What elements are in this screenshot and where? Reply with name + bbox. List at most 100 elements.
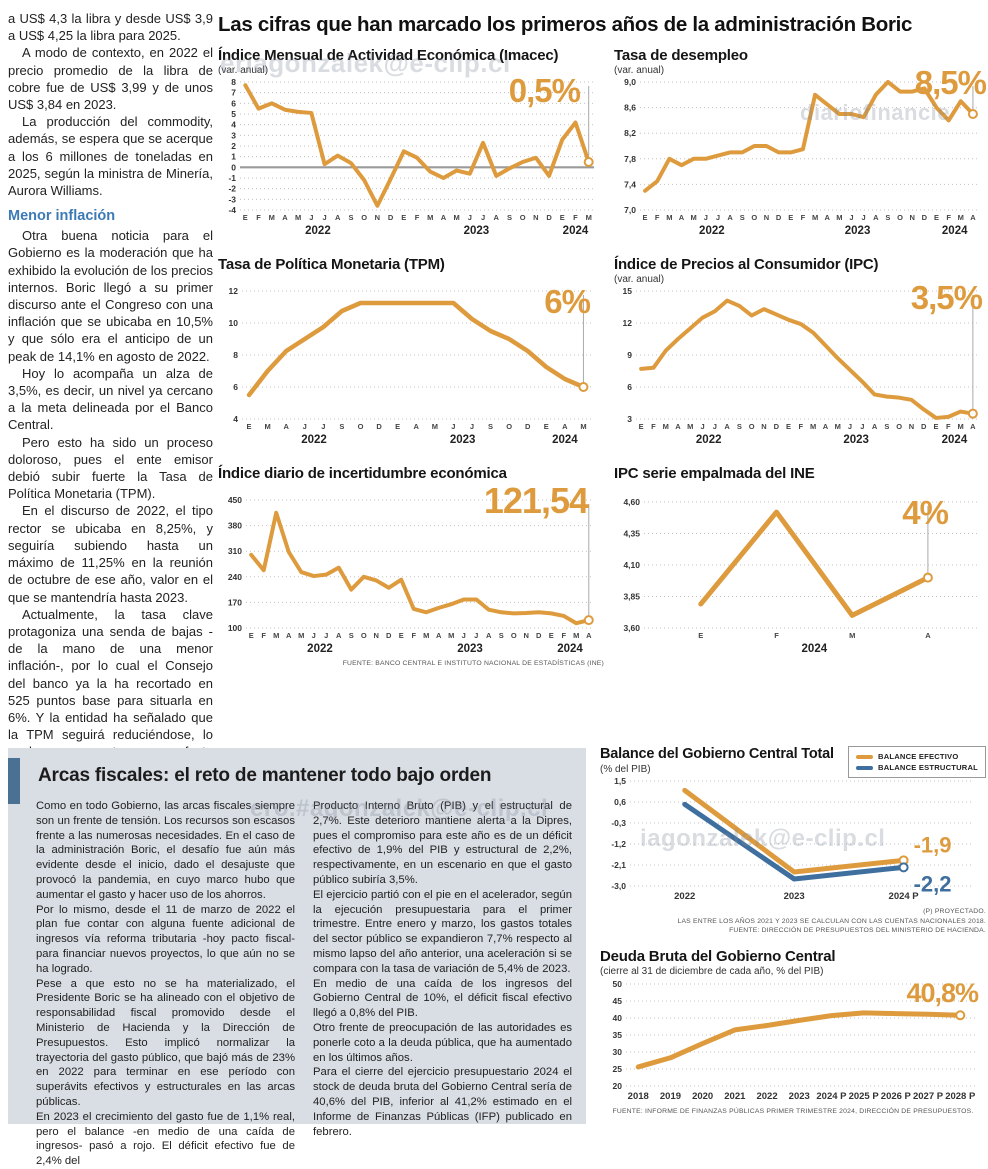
svg-text:E: E	[934, 422, 939, 431]
arcas-paragraph: Producto Interno Bruto (PIB) y el estruc…	[313, 800, 572, 886]
arcas-paragraph: Por lo mismo, desde el 11 de marzo de 20…	[36, 903, 295, 975]
svg-text:A: A	[823, 422, 829, 431]
svg-text:J: J	[303, 422, 307, 431]
svg-text:N: N	[375, 213, 380, 222]
svg-text:F: F	[655, 213, 660, 222]
svg-text:7: 7	[231, 88, 236, 98]
svg-text:4,10: 4,10	[623, 560, 640, 570]
svg-text:-2,1: -2,1	[611, 860, 626, 870]
chart-source: FUENTE: BANCO CENTRAL E INSTITUTO NACION…	[342, 660, 604, 667]
svg-text:-4: -4	[228, 205, 236, 215]
line-chart-canvas: 4,60 4,35 4,10 3,85 3,60 E F M A 2024	[623, 497, 978, 655]
svg-text:N: N	[374, 631, 379, 640]
svg-text:2024: 2024	[563, 225, 589, 237]
svg-text:A: A	[825, 213, 831, 222]
svg-text:J: J	[322, 213, 326, 222]
svg-text:A: A	[970, 422, 976, 431]
balance-line-chart: 1,5 0,6 -0,3 -1,2 -2,1 -3,0 2022 2023 2024 P -1,9…	[600, 776, 986, 904]
chart-title: Tasa de Política Monetaria (TPM)	[218, 256, 445, 273]
svg-text:3,85: 3,85	[623, 592, 640, 602]
svg-text:A: A	[414, 422, 420, 431]
arcas-paragraph: En medio de una caída de los ingresos de…	[313, 977, 572, 1020]
svg-text:J: J	[848, 422, 852, 431]
svg-text:A: A	[335, 213, 341, 222]
svg-text:A: A	[562, 422, 568, 431]
svg-text:E: E	[401, 213, 406, 222]
svg-text:N: N	[910, 213, 915, 222]
svg-text:J: J	[451, 422, 455, 431]
svg-text:J: J	[862, 213, 866, 222]
svg-text:-2,2: -2,2	[914, 871, 952, 896]
charts-section: Las cifras que han marcado los primeros …	[218, 12, 988, 667]
svg-text:D: D	[388, 213, 394, 222]
chart-title: Índice diario de incertidumbre económica	[218, 465, 507, 482]
svg-text:M: M	[810, 422, 816, 431]
svg-text:E: E	[395, 422, 400, 431]
svg-text:2022: 2022	[699, 225, 725, 237]
svg-text:M: M	[835, 422, 841, 431]
svg-text:N: N	[533, 213, 538, 222]
desempleo-line-chart: 9,0 8,6 8,2 7,8 7,4 7,0 E F M A M J J A S O N D E F M A M J J A S O…	[614, 77, 988, 240]
svg-text:1: 1	[231, 152, 236, 162]
svg-text:D: D	[546, 213, 552, 222]
svg-text:2026 P: 2026 P	[881, 1091, 912, 1102]
svg-text:F: F	[801, 213, 806, 222]
svg-text:J: J	[462, 631, 466, 640]
svg-text:N: N	[909, 422, 914, 431]
line-chart-canvas: 1,5 0,6 -0,3 -1,2 -2,1 -3,0 2022 2023 2024 P -1,9…	[611, 776, 972, 902]
arcas-column-1: Como en todo Gobierno, las arcas fiscale…	[36, 799, 295, 1169]
svg-text:J: J	[860, 422, 864, 431]
svg-text:2019: 2019	[660, 1091, 681, 1102]
svg-text:0,6: 0,6	[614, 797, 626, 807]
svg-text:4,60: 4,60	[623, 497, 640, 507]
svg-text:S: S	[339, 422, 344, 431]
deuda-current-value: 40,8%	[906, 977, 979, 1008]
svg-text:6: 6	[627, 382, 632, 392]
chart-subtitle: (var. anual)	[218, 65, 269, 76]
legend-label: BALANCE EFECTIVO	[878, 752, 959, 761]
svg-text:2023: 2023	[457, 643, 483, 655]
svg-text:F: F	[561, 631, 566, 640]
incertidumbre-line-chart: 450 380 310 240 170 100 E F M A M J J A S O N D E F M A M J J A S O…	[218, 495, 604, 658]
svg-text:12: 12	[623, 318, 633, 328]
line-chart-canvas: 9,08,68,27,87,47,0E F M A M J J A S O N D E F M A M J J A S O…	[624, 77, 978, 237]
svg-text:7,4: 7,4	[624, 179, 636, 189]
svg-text:M: M	[448, 631, 454, 640]
arcas-title: Arcas fiscales: el reto de mantener todo…	[38, 765, 492, 786]
svg-text:E: E	[560, 213, 565, 222]
chart-title: Tasa de desempleo	[614, 47, 748, 64]
svg-text:E: E	[786, 422, 791, 431]
left-article-column: a US$ 4,3 la libra y desde US$ 3,9 a US$…	[8, 10, 213, 829]
legend-swatch-efectivo	[856, 754, 874, 759]
tpm-current-value: 6%	[544, 283, 591, 320]
svg-text:D: D	[922, 213, 928, 222]
arcas-paragraph: El ejercicio partió con el pie en el ace…	[313, 888, 572, 975]
ipc-line-chart: 15 12 9 6 3 E F M A M J J A S O N D E F M A M J J A S O N D E F M A 2022 2…	[614, 286, 988, 449]
line-chart-canvas: 50 45 40 35 30 25 20 2018 2019 2020 2021 2022 2023 20…	[613, 979, 976, 1102]
chart-title: Deuda Bruta del Gobierno Central	[600, 947, 836, 965]
chart-footnote: (P) PROYECTADO.	[923, 908, 986, 915]
chart-desempleo: Tasa de desempleo (var. anual) 9,0 8,6 8,2…	[614, 47, 988, 240]
svg-text:F: F	[573, 213, 578, 222]
svg-text:J: J	[312, 631, 316, 640]
svg-text:O: O	[511, 631, 517, 640]
article-paragraph: La producción del commodity, además, se …	[8, 114, 213, 199]
svg-text:J: J	[713, 422, 717, 431]
svg-text:170: 170	[228, 597, 242, 607]
svg-text:100: 100	[228, 623, 242, 633]
svg-text:A: A	[586, 631, 592, 640]
svg-text:O: O	[361, 631, 367, 640]
chart-incertidumbre: Índice diario de incertidumbre económica…	[218, 465, 604, 667]
chart-balance-gobierno: BALANCE EFECTIVO BALANCE ESTRUCTURAL Bal…	[600, 746, 986, 936]
svg-text:O: O	[751, 213, 757, 222]
svg-text:8,2: 8,2	[624, 128, 636, 138]
svg-text:E: E	[643, 213, 648, 222]
svg-text:-1: -1	[228, 173, 236, 183]
chart-footnote: FUENTE: DIRECCIÓN DE PRESUPUESTOS DEL MI…	[729, 927, 986, 934]
svg-text:12: 12	[229, 287, 239, 296]
svg-text:A: A	[283, 422, 289, 431]
svg-text:2025 P: 2025 P	[849, 1091, 880, 1102]
